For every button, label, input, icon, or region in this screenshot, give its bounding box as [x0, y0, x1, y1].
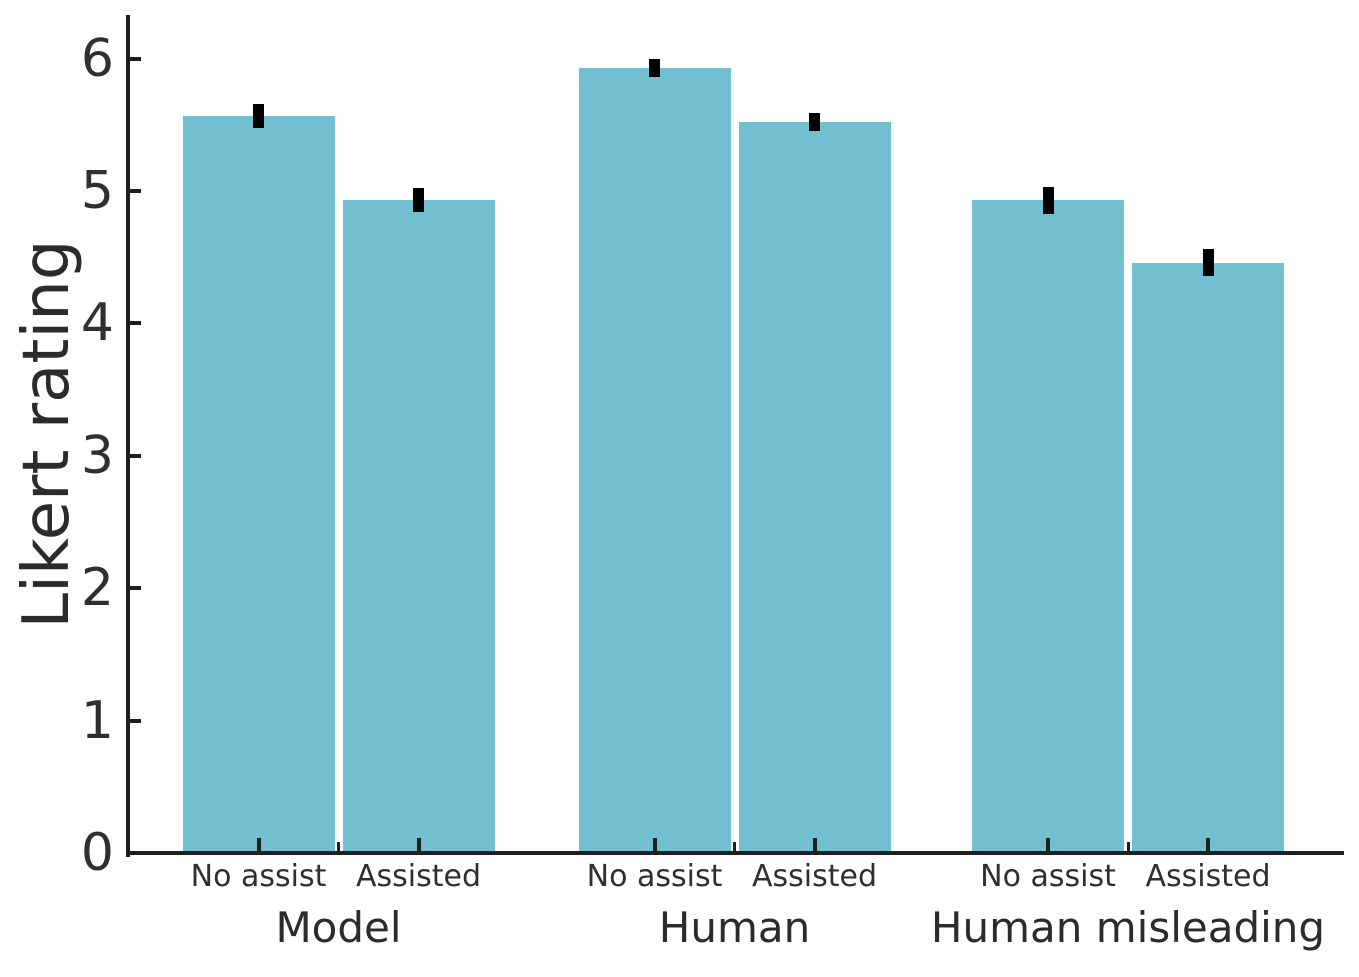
- x-tick-label: No assist: [586, 859, 723, 894]
- bar-model-assisted: [342, 200, 495, 853]
- error-bar: [1202, 249, 1214, 276]
- y-tick-label: 3: [80, 425, 114, 486]
- y-axis-spine: [126, 15, 130, 857]
- x-tick-label: No assist: [980, 859, 1116, 894]
- y-tick-mark: [128, 718, 141, 723]
- error-bar: [809, 112, 820, 132]
- y-tick-label: 0: [80, 823, 114, 883]
- y-tick-label: 4: [80, 293, 114, 354]
- group-center-tick-mark: [1126, 842, 1130, 851]
- x-tick-mark: [416, 838, 421, 851]
- x-tick-mark: [812, 838, 817, 851]
- bar-human-assisted: [738, 122, 891, 853]
- bar-human-no-assist: [578, 67, 731, 853]
- x-axis-spine: [126, 851, 1344, 855]
- group-center-tick-mark: [337, 842, 340, 851]
- error-bar: [253, 103, 264, 128]
- y-tick-mark: [128, 321, 141, 326]
- group-label-human: Human: [658, 903, 811, 952]
- y-tick-mark: [128, 586, 141, 591]
- bar-human-misleading-assisted: [1132, 262, 1284, 853]
- group-label-model: Model: [275, 903, 402, 952]
- x-tick-mark: [256, 838, 261, 851]
- y-tick-label: 1: [80, 690, 114, 751]
- y-tick-label: 2: [80, 558, 114, 619]
- error-bar: [413, 188, 424, 213]
- y-tick-mark: [128, 56, 141, 61]
- group-label-human-misleading: Human misleading: [930, 903, 1326, 952]
- error-bar: [1042, 187, 1054, 214]
- x-tick-label: Assisted: [355, 859, 482, 894]
- y-tick-mark: [128, 189, 141, 194]
- y-tick-label: 5: [80, 161, 114, 222]
- y-axis-title: Likert rating: [10, 239, 84, 629]
- x-tick-mark: [652, 838, 657, 851]
- y-tick-label: 6: [80, 28, 114, 89]
- y-tick-mark: [128, 453, 141, 458]
- group-center-tick-mark: [733, 842, 736, 851]
- x-tick-mark: [1206, 838, 1210, 851]
- error-bar: [649, 58, 660, 78]
- bar-model-no-assist: [182, 115, 335, 853]
- plot-area: 0 1 2 3 4 5 6 No assist Assisted Model No assist A…: [81, 15, 1344, 952]
- x-tick-label: No assist: [190, 859, 327, 894]
- x-tick-label: Assisted: [751, 859, 878, 894]
- bar-human-misleading-no-assist: [972, 200, 1124, 853]
- y-tick-mark: [128, 851, 141, 855]
- x-tick-mark: [1046, 838, 1050, 851]
- x-tick-label: Assisted: [1145, 859, 1271, 894]
